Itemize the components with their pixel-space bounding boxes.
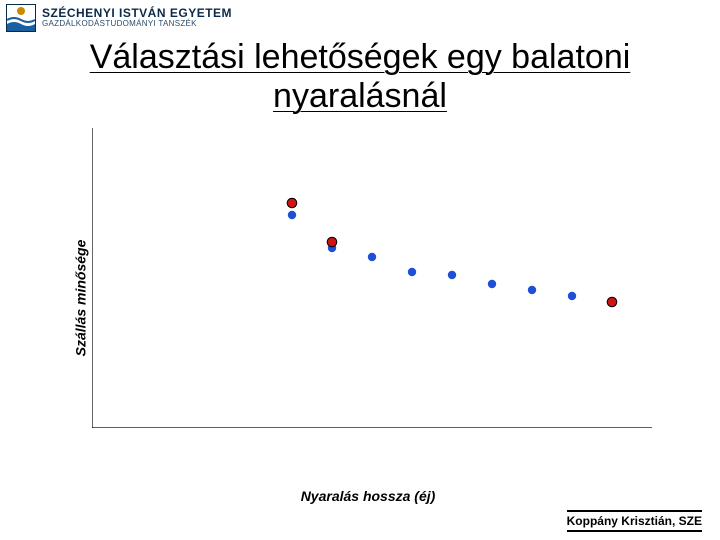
chart-container: Szállás minősége Nyaralás hossza (éj) 02… — [58, 128, 678, 468]
scatter-plot: 0246810121400,511,522,533,544,55 — [92, 128, 652, 428]
header-bar: SZÉCHENYI ISTVÁN EGYETEM GAZDÁLKODÁSTUDO… — [0, 0, 720, 34]
university-logo-icon — [6, 4, 36, 32]
logo-block: SZÉCHENYI ISTVÁN EGYETEM GAZDÁLKODÁSTUDO… — [6, 4, 232, 32]
y-axis-label: Szállás minősége — [72, 240, 88, 357]
university-text: SZÉCHENYI ISTVÁN EGYETEM GAZDÁLKODÁSTUDO… — [42, 7, 232, 29]
department-name: GAZDÁLKODÁSTUDOMÁNYI TANSZÉK — [42, 20, 232, 29]
page-title: Választási lehetőségek egy balatoni nyar… — [20, 38, 700, 116]
footer-author: Koppány Krisztián, SZE — [567, 510, 702, 532]
x-axis-label: Nyaralás hossza (éj) — [301, 488, 436, 504]
